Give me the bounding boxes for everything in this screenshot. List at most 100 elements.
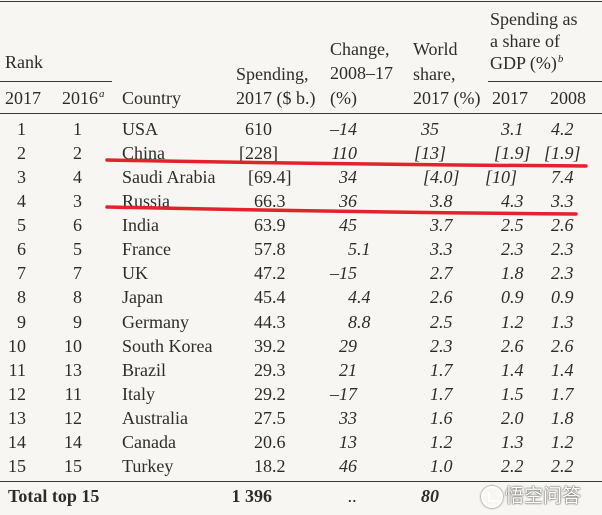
- table-row: 2 2 China [228] 110 [13] [1.9] [1.9]: [0, 141, 602, 165]
- table-row: 3 4 Saudi Arabia [69.4] 34 [4.0] [10] 7.4: [0, 165, 602, 189]
- gdp-2008-cell: 1.7: [551, 383, 574, 404]
- rank-2017-cell: 5: [17, 215, 26, 236]
- change-cell: 13: [339, 431, 357, 452]
- change-cell: 5.1: [348, 239, 371, 260]
- header-top-rule: [0, 1, 602, 2]
- gdp-2017-cell: 1.4: [501, 359, 524, 380]
- change-cell: –14: [330, 119, 357, 139]
- gdp-2017-cell: 1.5: [501, 383, 524, 404]
- spending-cell: [228]: [239, 143, 278, 164]
- country-cell: South Korea: [122, 335, 213, 356]
- change-cell: 36: [339, 191, 357, 212]
- spending-cell: [69.4]: [248, 167, 292, 188]
- world-share-cell: 2.5: [430, 311, 453, 332]
- rank-2016-cell: 7: [73, 263, 82, 284]
- world-share-cell: 3.8: [430, 191, 453, 212]
- change-header-line1: Change,: [330, 39, 390, 59]
- gdp-header-line3-wrap: GDP (%)b: [490, 52, 563, 74]
- table-row: 5 6 India 63.9 45 3.7 2.5 2.6: [0, 213, 602, 237]
- gdp-2017-cell: [1.9]: [493, 143, 531, 164]
- rank-2017-cell: 14: [8, 431, 26, 452]
- rank-2017-cell: 6: [17, 239, 26, 260]
- rank-2016-header: 2016: [62, 88, 98, 108]
- table-row: 7 7 UK 47.2 –15 2.7 1.8 2.3: [0, 261, 602, 285]
- world-share-cell: 1.2: [430, 431, 453, 452]
- world-share-cell: 35: [421, 119, 439, 139]
- country-cell: Japan: [122, 287, 163, 308]
- gdp-2008-cell: 4.2: [551, 119, 574, 139]
- change-cell: 45: [339, 215, 357, 236]
- rank-2017-cell: 7: [17, 263, 26, 284]
- change-cell: 110: [331, 143, 357, 164]
- country-cell: Turkey: [122, 455, 174, 476]
- country-cell: Brazil: [122, 359, 166, 380]
- table-row: 6 5 France 57.8 5.1 3.3 2.3 2.3: [0, 237, 602, 261]
- rank-2017-cell: 4: [17, 191, 26, 212]
- country-cell: Italy: [122, 383, 155, 404]
- rank-2016-cell: 8: [73, 287, 82, 308]
- gdp-2017-cell: 2.5: [501, 215, 524, 236]
- rank-header: Rank: [5, 52, 43, 72]
- rank-2017-cell: 1: [17, 119, 26, 139]
- spending-cell: 57.8: [254, 239, 286, 260]
- watermark-logo-icon: [481, 486, 503, 508]
- spending-header-line2: 2017 ($ b.): [236, 88, 316, 108]
- spending-cell: 45.4: [254, 287, 286, 308]
- gdp-2017-cell: 2.2: [501, 455, 524, 476]
- country-cell: Saudi Arabia: [122, 167, 216, 188]
- table-row: 8 8 Japan 45.4 4.4 2.6 0.9 0.9: [0, 285, 602, 309]
- gdp-2008-header: 2008: [550, 88, 586, 108]
- table-row: 12 11 Italy 29.2 –17 1.7 1.5 1.7: [0, 382, 602, 406]
- spending-cell: 66.3: [254, 191, 286, 212]
- gdp-2008-cell: 1.3: [551, 311, 574, 332]
- table-row: 13 12 Australia 27.5 33 1.6 2.0 1.8: [0, 406, 602, 430]
- gdp-2017-cell: 2.6: [501, 335, 524, 356]
- rank-2016-cell: 11: [64, 383, 82, 404]
- gdp-2008-cell: 2.3: [551, 239, 574, 260]
- table-row: 10 10 South Korea 39.2 29 2.3 2.6 2.6: [0, 334, 602, 358]
- gdp-2008-cell: 3.3: [551, 191, 574, 212]
- spending-cell: 20.6: [254, 431, 286, 452]
- change-cell: 46: [339, 455, 357, 476]
- rank-2016-cell: 13: [64, 359, 82, 380]
- change-cell: 21: [339, 359, 357, 380]
- country-cell: China: [122, 143, 165, 164]
- change-cell: 4.4: [348, 287, 371, 308]
- total-row: Total top 15 1 396 .. 80: [0, 484, 602, 508]
- spending-cell: 27.5: [254, 407, 286, 428]
- country-cell: France: [122, 239, 171, 260]
- change-cell: –17: [330, 383, 357, 404]
- world-share-header-line3: 2017 (%): [413, 88, 481, 108]
- gdp-2008-cell: 2.6: [551, 335, 574, 356]
- rank-2017-cell: 12: [8, 383, 26, 404]
- table-row: 14 14 Canada 20.6 13 1.2 1.3 1.2: [0, 430, 602, 454]
- gdp-2008-cell: 0.9: [551, 287, 574, 308]
- change-cell: –15: [330, 263, 357, 284]
- rank-2017-cell: 8: [17, 287, 26, 308]
- gdp-2017-cell: 0.9: [501, 287, 524, 308]
- spending-cell: 29.2: [254, 383, 286, 404]
- world-share-cell: 1.6: [430, 407, 453, 428]
- table-row: 11 13 Brazil 29.3 21 1.7 1.4 1.4: [0, 358, 602, 382]
- world-share-cell: 1.7: [430, 383, 453, 404]
- gdp-header-line3: GDP (%): [490, 53, 557, 73]
- gdp-header-line1: Spending as: [490, 9, 578, 29]
- country-cell: Russia: [122, 191, 171, 212]
- rank-2016-cell: 4: [73, 167, 82, 188]
- country-header: Country: [122, 88, 182, 108]
- rank-2017-cell: 11: [8, 359, 26, 380]
- rank-2017-cell: 2: [17, 143, 26, 164]
- gdp-2008-cell: 1.4: [551, 359, 574, 380]
- rank-2017-cell: 10: [8, 335, 26, 356]
- gdp-2008-cell: 2.3: [551, 263, 574, 284]
- gdp-2008-cell: 7.4: [551, 167, 574, 188]
- gdp-2017-cell: 3.1: [501, 119, 524, 139]
- rank-2016-cell: 5: [73, 239, 82, 260]
- spending-cell: 29.3: [254, 359, 286, 380]
- table-row: 1 1 USA 610 –14 35 3.1 4.2: [0, 117, 602, 141]
- gdp-2017-cell: 4.3: [501, 191, 524, 212]
- rank-group-rule: [0, 81, 112, 82]
- total-spending-cell: 1 396: [231, 486, 273, 506]
- change-cell: 29: [339, 335, 357, 356]
- world-share-cell: 3.7: [430, 215, 453, 236]
